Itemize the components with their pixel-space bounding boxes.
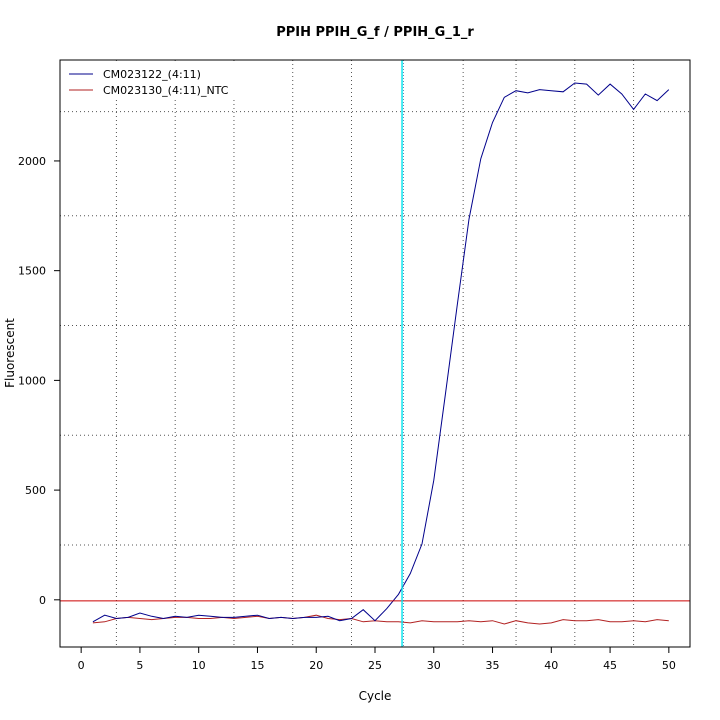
x-tick-label: 35 [486,659,500,672]
y-tick-label: 0 [39,594,46,607]
x-tick-label: 0 [78,659,85,672]
x-tick-label: 5 [136,659,143,672]
legend-label: CM023130_(4:11)_NTC [103,84,229,97]
legend-label: CM023122_(4:11) [103,68,201,81]
legend-box [61,61,247,99]
y-tick-label: 1000 [18,374,46,387]
x-tick-label: 30 [427,659,441,672]
x-axis: 0 5 10 15 20 25 30 35 40 45 50 [78,647,676,672]
x-axis-label: Cycle [359,689,392,703]
y-tick-label: 2000 [18,155,46,168]
legend: CM023122_(4:11) CM023130_(4:11)_NTC [61,61,247,99]
reference-lines [60,60,690,647]
y-tick-label: 1500 [18,265,46,278]
series-line [92,614,669,625]
y-axis: 0 500 1000 1500 2000 [18,155,60,607]
series-layer [92,82,670,625]
x-tick-label: 40 [544,659,558,672]
x-tick-label: 15 [250,659,264,672]
y-axis-label: Fluorescent [3,318,17,388]
plot-frame [59,59,691,648]
y-tick-label: 500 [25,484,46,497]
x-tick-label: 25 [368,659,382,672]
x-tick-label: 45 [603,659,617,672]
series-line [92,82,670,623]
x-tick-label: 10 [192,659,206,672]
chart-title: PPIH PPIH_G_f / PPIH_G_1_r [276,25,474,40]
x-tick-label: 50 [662,659,676,672]
grid-layer [60,60,690,648]
x-tick-label: 20 [309,659,323,672]
